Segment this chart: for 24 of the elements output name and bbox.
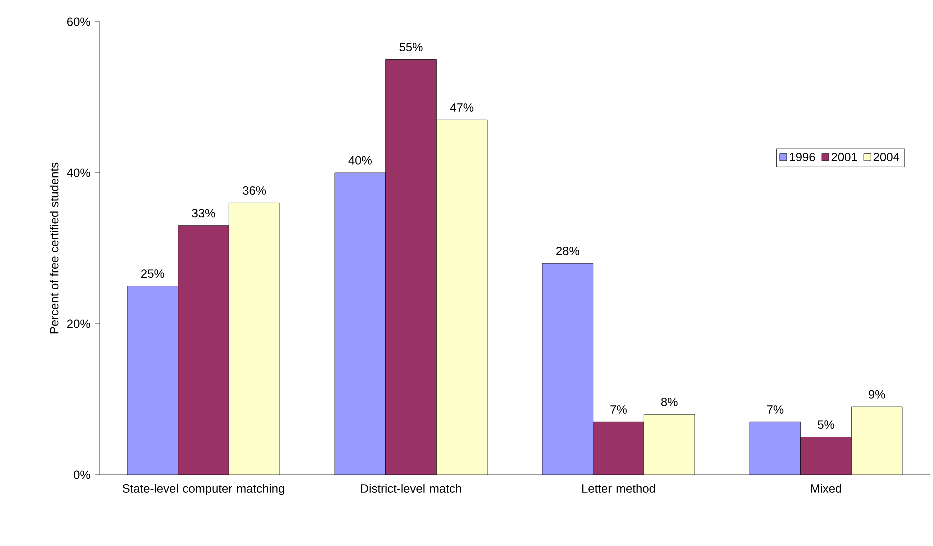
legend-label: 1996	[790, 153, 816, 162]
y-axis-title: Percent of free certified students	[50, 162, 59, 334]
data-label: 47%	[450, 104, 474, 112]
data-label: 36%	[243, 186, 266, 196]
data-label: 40%	[348, 156, 372, 165]
y-tick-label: 0%	[74, 470, 90, 480]
legend-label: 2001	[832, 153, 858, 162]
x-tick-label: Mixed	[811, 484, 842, 493]
x-tick-label: District-level match	[361, 484, 462, 493]
data-label: 55%	[400, 43, 423, 52]
legend-label: 2004	[874, 153, 900, 162]
x-tick-label: Letter method	[582, 484, 656, 493]
data-label: 33%	[192, 209, 216, 218]
data-label: 7%	[767, 406, 784, 414]
data-label: 28%	[556, 246, 580, 256]
y-tick-label: 20%	[67, 320, 90, 328]
data-label: 8%	[661, 398, 678, 406]
data-label: 7%	[610, 406, 627, 414]
y-tick-label: 60%	[67, 18, 90, 26]
x-tick-label: State-level computer matching	[122, 484, 284, 496]
data-label: 25%	[142, 270, 164, 278]
y-tick-label: 40%	[67, 168, 90, 178]
data-label: 5%	[818, 420, 834, 430]
data-label: 9%	[869, 390, 886, 399]
